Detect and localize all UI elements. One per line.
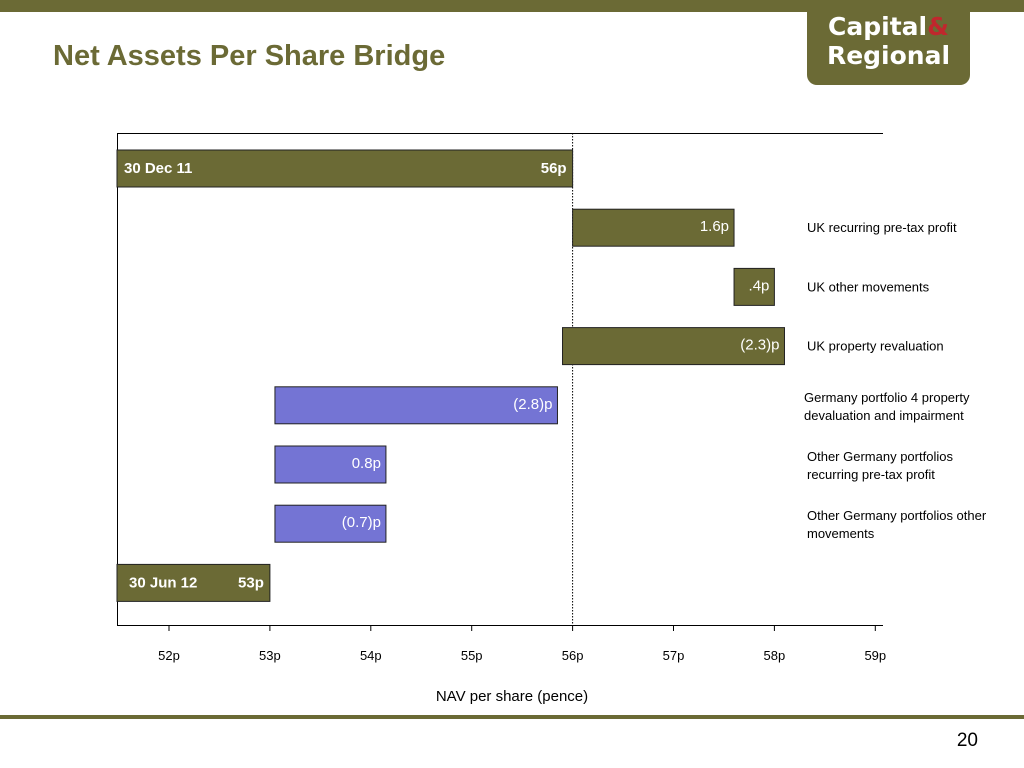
top-band — [0, 0, 1024, 12]
total-bar-date-label: 30 Jun 12 — [129, 574, 197, 591]
bar-value-label: (2.8)p — [513, 396, 552, 413]
category-label: UK other movements — [807, 279, 930, 294]
x-tick-label: 52p — [158, 648, 180, 663]
x-tick-label: 58p — [764, 648, 786, 663]
total-bar — [116, 149, 574, 188]
category-label: Other Germany portfolios other movements — [807, 508, 987, 541]
bar-value-label: 1.6p — [700, 218, 729, 235]
logo-word-capital: Capital — [828, 12, 928, 41]
bridge-bar — [274, 504, 387, 543]
page-number: 20 — [956, 730, 978, 751]
bridge-bar — [562, 327, 785, 366]
total-bar-date-label: 30 Dec 11 — [124, 160, 192, 177]
x-tick-label: 54p — [360, 648, 382, 663]
bridge-bar — [733, 267, 775, 306]
total-bar-value-label: 56p — [541, 160, 567, 177]
category-label: UK property revaluation — [807, 339, 944, 354]
bar-value-label: 0.8p — [352, 455, 381, 472]
category-label: Other Germany portfolios recurring pre-ta… — [807, 449, 953, 482]
bridge-bar — [274, 386, 558, 425]
x-axis-label: NAV per share (pence) — [436, 688, 588, 705]
page-title: Net Assets Per Share Bridge — [53, 40, 446, 72]
bottom-rule — [0, 715, 1024, 719]
bridge-bar — [274, 445, 387, 484]
x-tick-label: 59p — [864, 648, 886, 663]
x-tick-label: 55p — [461, 648, 483, 663]
x-tick-label: 53p — [259, 648, 281, 663]
bar-value-label: (0.7)p — [342, 514, 381, 531]
logo-ampersand: & — [927, 12, 949, 41]
total-bar-value-label: 53p — [238, 574, 264, 591]
category-label: UK recurring pre-tax profit — [807, 220, 957, 235]
total-bar — [116, 563, 271, 602]
bar-value-label: .4p — [749, 277, 770, 294]
brand-logo: Capital& Regional — [807, 0, 970, 85]
bridge-bar — [572, 208, 735, 247]
logo-word-regional: Regional — [826, 41, 951, 70]
category-label: Germany portfolio 4 property devaluation … — [804, 390, 970, 423]
x-tick-label: 56p — [562, 648, 584, 663]
bar-value-label: (2.3)p — [740, 337, 779, 354]
x-tick-label: 57p — [663, 648, 685, 663]
